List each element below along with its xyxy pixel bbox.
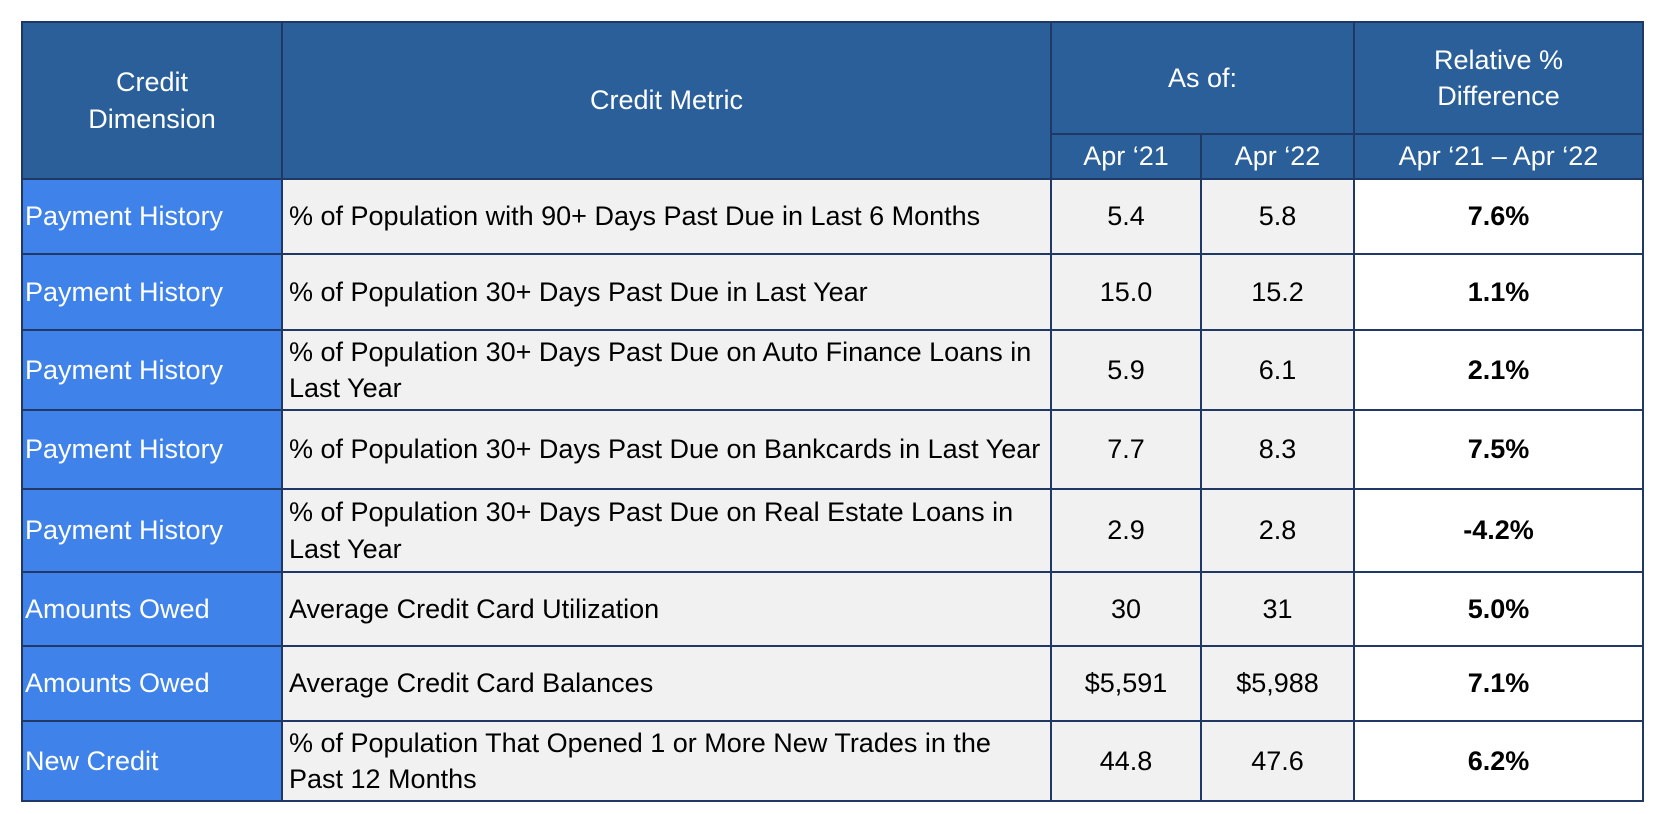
credit-metric: % of Population 30+ Days Past Due on Rea…	[281, 488, 1052, 573]
credit-dimension: Payment History	[21, 178, 283, 255]
value-apr-22: $5,988	[1200, 645, 1355, 722]
credit-dimension: Payment History	[21, 409, 283, 490]
credit-dimension: Payment History	[21, 253, 283, 331]
value-apr-22: 8.3	[1200, 409, 1355, 490]
subheader: Apr ‘21	[1050, 133, 1202, 180]
credit-metric: % of Population 30+ Days Past Due on Aut…	[281, 329, 1052, 411]
subheader: Apr ‘21 – Apr ‘22	[1353, 133, 1644, 180]
value-apr-22: 2.8	[1200, 488, 1355, 573]
credit-metric: % of Population with 90+ Days Past Due i…	[281, 178, 1052, 255]
value-apr-22: 15.2	[1200, 253, 1355, 331]
value-apr-21: 15.0	[1050, 253, 1202, 331]
table-row: Amounts Owed Average Credit Card Balances…	[21, 645, 1644, 722]
relative-difference: -4.2%	[1353, 488, 1644, 573]
table-row: Amounts Owed Average Credit Card Utilizat…	[21, 571, 1644, 647]
credit-metric: % of Population That Opened 1 or More Ne…	[281, 720, 1052, 802]
table-row: Payment History% of Population 30+ Days …	[21, 253, 1644, 331]
value-apr-21: 30	[1050, 571, 1202, 647]
credit-dimension: New Credit	[21, 720, 283, 802]
header-dimension: Credit Dimension	[21, 21, 283, 180]
table-row: Payment History% of Population 30+ Days …	[21, 488, 1644, 573]
credit-dimension: Payment History	[21, 329, 283, 411]
relative-difference: 6.2%	[1353, 720, 1644, 802]
value-apr-22: 31	[1200, 571, 1355, 647]
credit-dimension: Amounts Owed	[21, 645, 283, 722]
credit-metric: % of Population 30+ Days Past Due in Las…	[281, 253, 1052, 331]
relative-difference: 7.5%	[1353, 409, 1644, 490]
credit-table: Credit Dimension Credit Metric As of: Re…	[21, 21, 1644, 802]
header-relative: Relative % Difference	[1353, 21, 1644, 135]
value-apr-21: 5.4	[1050, 178, 1202, 255]
header-as-of: As of:	[1050, 21, 1355, 135]
table-row: Payment History% of Population with 90+ …	[21, 178, 1644, 255]
table-body: Payment History% of Population with 90+ …	[21, 178, 1644, 802]
relative-difference: 2.1%	[1353, 329, 1644, 411]
table-row: New Credit% of Population That Opened 1 …	[21, 720, 1644, 802]
value-apr-22: 47.6	[1200, 720, 1355, 802]
table-row: Payment History% of Population 30+ Days …	[21, 409, 1644, 490]
credit-metric: % of Population 30+ Days Past Due on Ban…	[281, 409, 1052, 490]
value-apr-22: 5.8	[1200, 178, 1355, 255]
value-apr-21: 2.9	[1050, 488, 1202, 573]
value-apr-21: 44.8	[1050, 720, 1202, 802]
credit-dimension: Payment History	[21, 488, 283, 573]
value-apr-21: 5.9	[1050, 329, 1202, 411]
relative-difference: 7.6%	[1353, 178, 1644, 255]
header-metric: Credit Metric	[281, 21, 1052, 180]
credit-metric: Average Credit Card Utilization	[281, 571, 1052, 647]
credit-dimension: Amounts Owed	[21, 571, 283, 647]
value-apr-21: 7.7	[1050, 409, 1202, 490]
relative-difference: 5.0%	[1353, 571, 1644, 647]
table-row: Payment History% of Population 30+ Days …	[21, 329, 1644, 411]
value-apr-22: 6.1	[1200, 329, 1355, 411]
value-apr-21: $5,591	[1050, 645, 1202, 722]
subheader: Apr ‘22	[1200, 133, 1355, 180]
credit-metric: Average Credit Card Balances	[281, 645, 1052, 722]
relative-difference: 7.1%	[1353, 645, 1644, 722]
relative-difference: 1.1%	[1353, 253, 1644, 331]
